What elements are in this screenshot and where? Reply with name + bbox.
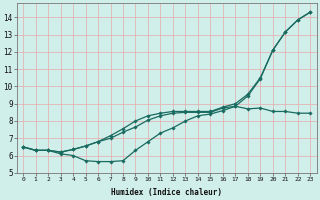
- X-axis label: Humidex (Indice chaleur): Humidex (Indice chaleur): [111, 188, 222, 197]
